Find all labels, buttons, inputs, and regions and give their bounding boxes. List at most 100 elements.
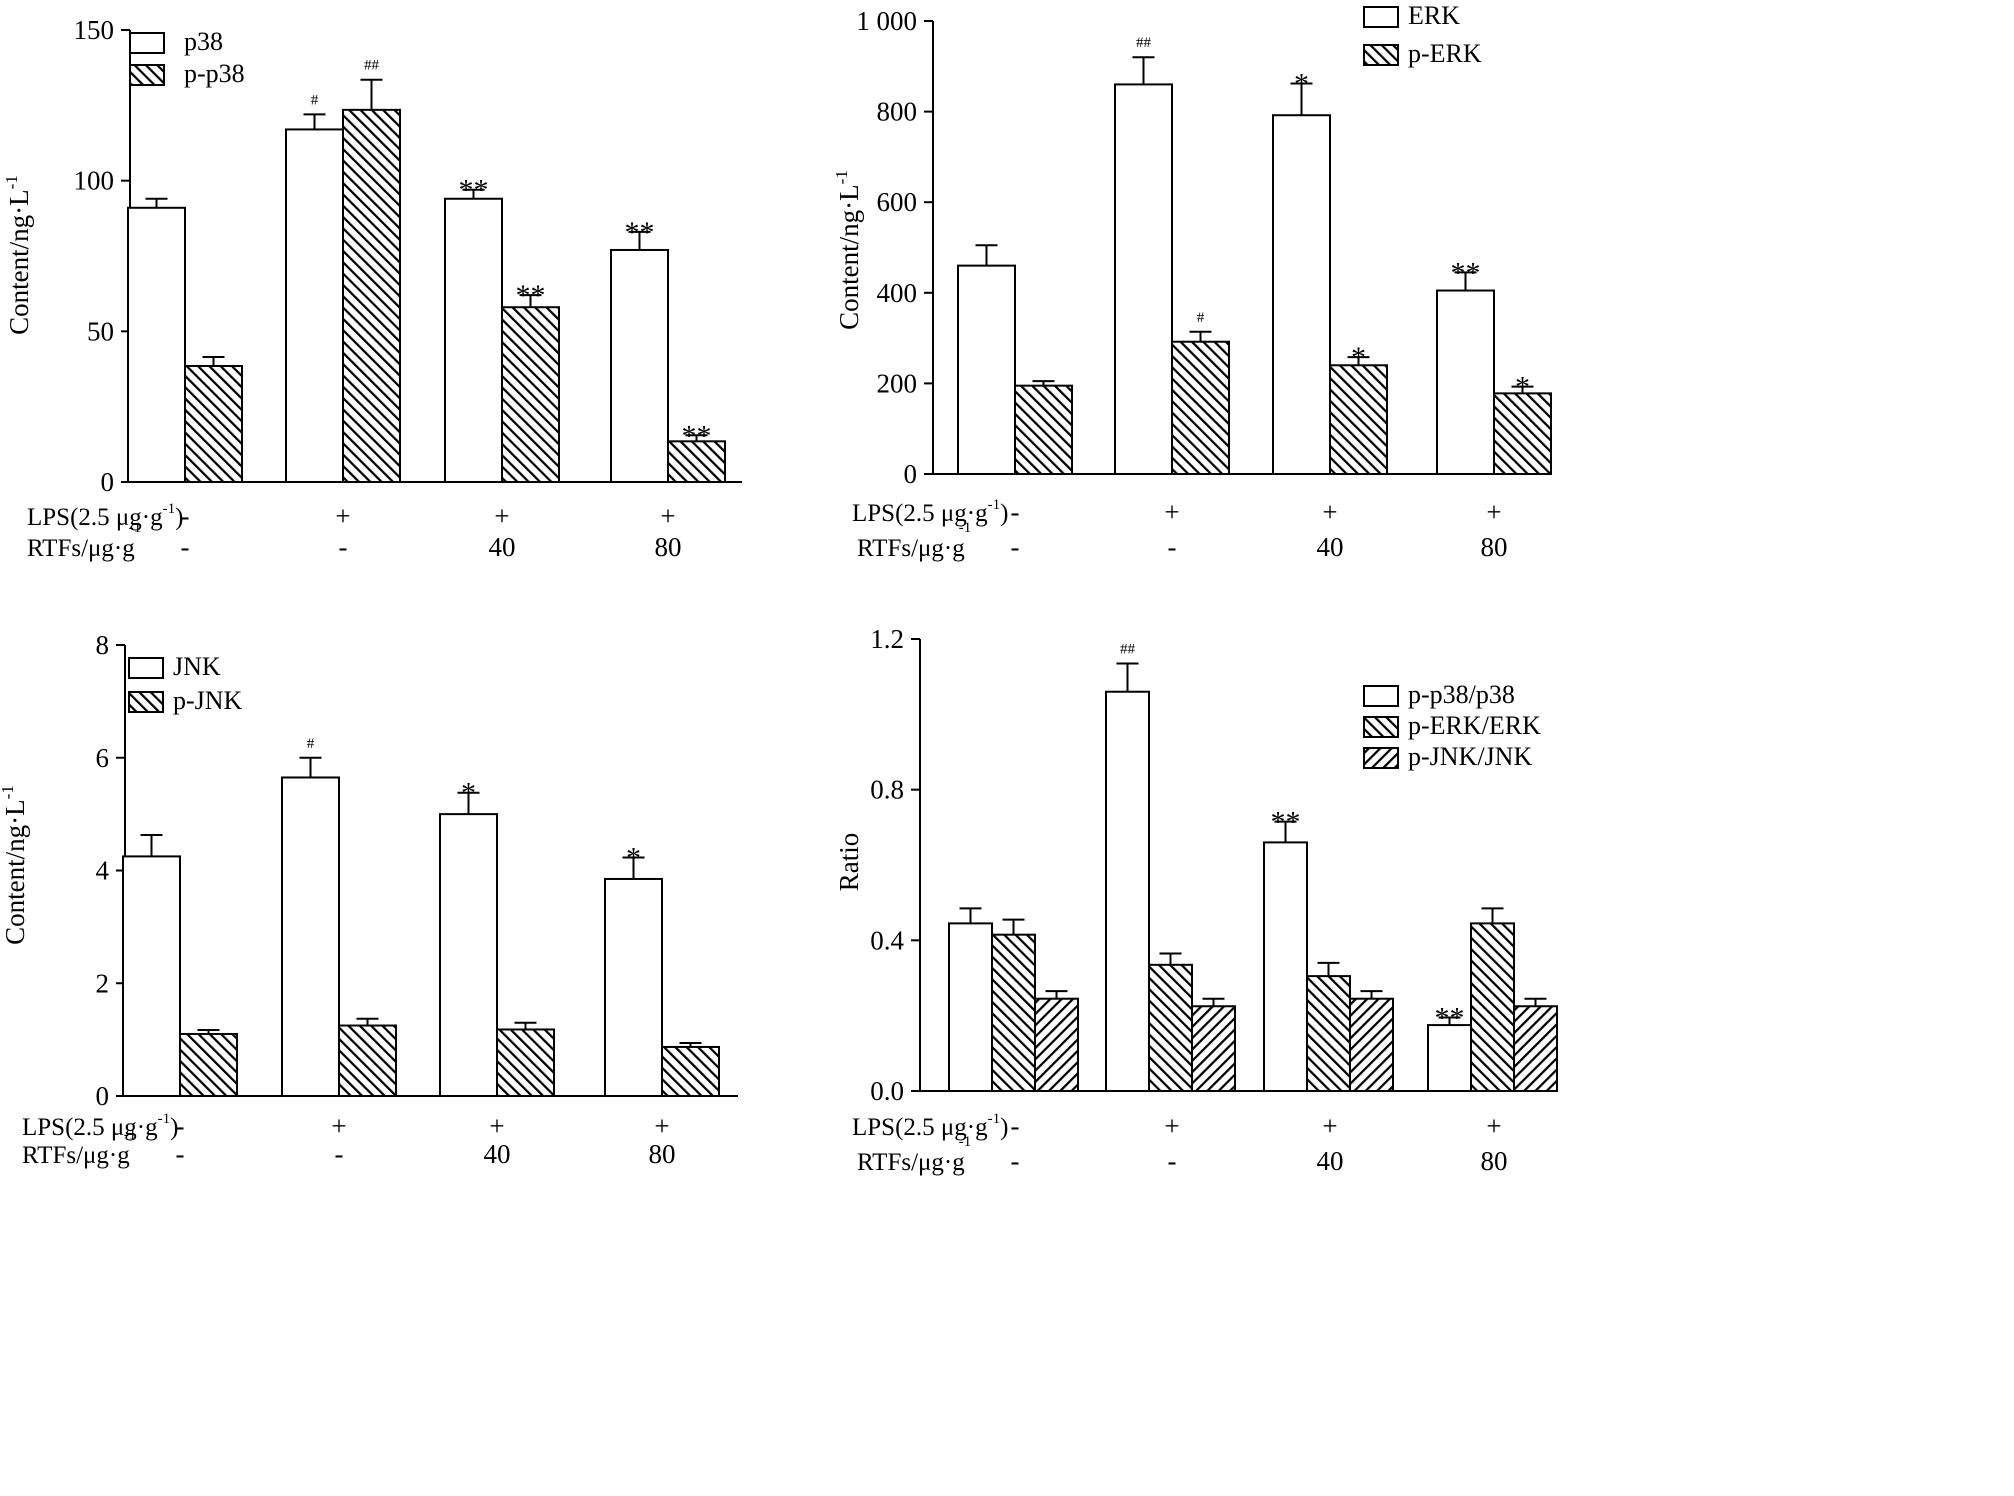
rtf-label-sup: -1	[959, 1134, 972, 1150]
legend: ERK p-ERK	[1363, 1, 1482, 68]
bar	[122, 855, 181, 1097]
bar	[957, 264, 1016, 475]
bar	[1034, 997, 1079, 1093]
y-tick-label: 0.8	[870, 775, 904, 805]
legend-label: p-p38/p38	[1408, 680, 1515, 709]
lps-value: -	[176, 1111, 185, 1141]
legend-label: JNK	[173, 652, 221, 681]
ratio-panel: 0.0 0.4 0.8 1.2 Ratio ## ** ** p-p38/p38p-ERK/ER…	[834, 624, 1558, 1176]
rtf-value: -	[1011, 532, 1020, 562]
lps-label: LPS(2.5 μg·g-1)	[852, 497, 1008, 527]
bar	[1191, 1005, 1236, 1092]
significance-mark: *	[626, 842, 641, 875]
lps-label-sup: -1	[988, 497, 1001, 513]
lps-value: +	[331, 1111, 346, 1141]
y-axis-label-sup: -1	[2, 175, 21, 189]
legend-label: p-JNK	[173, 686, 243, 715]
legend-swatch	[129, 32, 165, 54]
significance-mark: **	[682, 419, 712, 452]
bar	[444, 197, 503, 483]
bar	[496, 1028, 555, 1098]
y-tick-label: 800	[877, 97, 918, 127]
bar	[604, 877, 663, 1097]
lps-value: +	[660, 501, 675, 531]
bar	[1263, 841, 1308, 1093]
rtf-value: -	[1011, 1146, 1020, 1176]
significance-mark: #	[1197, 310, 1205, 326]
rtf-label-sup: -1	[129, 520, 142, 536]
y-tick-label: 200	[877, 368, 918, 398]
y-axis-label: Ratio	[834, 833, 864, 892]
bar	[127, 206, 186, 484]
rtf-label-sup: -1	[959, 520, 972, 536]
significance-mark: **	[1435, 1002, 1465, 1035]
significance-mark: #	[307, 736, 315, 752]
y-tick-label: 0	[904, 459, 918, 489]
bar	[1171, 340, 1230, 475]
significance-mark: ##	[1120, 641, 1136, 657]
y-tick-label: 6	[96, 743, 110, 773]
lps-value: +	[494, 501, 509, 531]
bar	[338, 1024, 397, 1097]
bar	[948, 922, 993, 1093]
y-tick-label: 600	[877, 187, 918, 217]
y-tick-label: 100	[74, 166, 115, 196]
legend-label: p-JNK/JNK	[1408, 742, 1532, 771]
significance-mark: *	[1294, 68, 1309, 101]
bar	[1306, 975, 1351, 1092]
p38-panel: 0 50 100 150 Content/ng·L-1 # ** ** ## ** ** p38 p-p…	[2, 15, 742, 562]
lps-label: LPS(2.5 μg·g-1)	[22, 1111, 178, 1141]
significance-mark: ##	[364, 58, 380, 74]
bar	[1349, 997, 1394, 1093]
rtf-value: -	[1168, 1146, 1177, 1176]
significance-mark: **	[459, 174, 489, 207]
bar	[1427, 1024, 1472, 1093]
rtf-value: -	[1168, 532, 1177, 562]
lps-value: -	[1011, 1111, 1020, 1141]
y-tick-label: 0.4	[870, 925, 904, 955]
bar	[281, 776, 340, 1097]
lps-value: +	[1164, 1111, 1179, 1141]
legend-swatch	[128, 657, 164, 679]
lps-value: +	[1322, 497, 1337, 527]
y-tick-label: 8	[96, 630, 110, 660]
bar	[342, 108, 401, 483]
y-axis-label-sup: -1	[0, 785, 17, 799]
significance-mark: **	[1451, 256, 1481, 289]
bar	[1329, 364, 1388, 475]
bar	[501, 306, 560, 483]
lps-label: LPS(2.5 μg·g-1)	[27, 501, 183, 531]
bar	[439, 813, 498, 1097]
y-tick-label: 2	[96, 968, 110, 998]
bar	[1470, 922, 1515, 1093]
rtf-label-sup: -1	[124, 1127, 137, 1143]
y-tick-label: 0	[96, 1081, 110, 1111]
significance-mark: **	[1271, 806, 1301, 839]
rtf-value: 80	[1481, 1146, 1508, 1176]
bar	[661, 1045, 720, 1097]
rtf-value: 80	[1481, 532, 1508, 562]
bar	[285, 128, 344, 483]
lps-value: +	[1322, 1111, 1337, 1141]
lps-value: -	[181, 501, 190, 531]
lps-label-close: )	[170, 1114, 178, 1141]
y-tick-label: 400	[877, 278, 918, 308]
significance-mark: ##	[1136, 35, 1152, 51]
legend-label: p-ERK	[1408, 39, 1482, 68]
legend-swatch	[1363, 747, 1399, 769]
legend-swatch	[1363, 44, 1399, 66]
significance-mark: **	[625, 216, 655, 249]
bar	[991, 933, 1036, 1093]
lps-label-sup: -1	[988, 1111, 1001, 1127]
bar	[1105, 690, 1150, 1092]
rtf-value: 80	[649, 1139, 676, 1169]
significance-mark: *	[1351, 341, 1366, 374]
lps-label-close: )	[175, 504, 183, 531]
y-tick-label: 0.0	[870, 1076, 904, 1106]
y-axis-label-sup: -1	[832, 170, 851, 184]
legend-swatch	[1363, 685, 1399, 707]
significance-mark: *	[461, 777, 476, 810]
rtf-value: 80	[655, 532, 682, 562]
